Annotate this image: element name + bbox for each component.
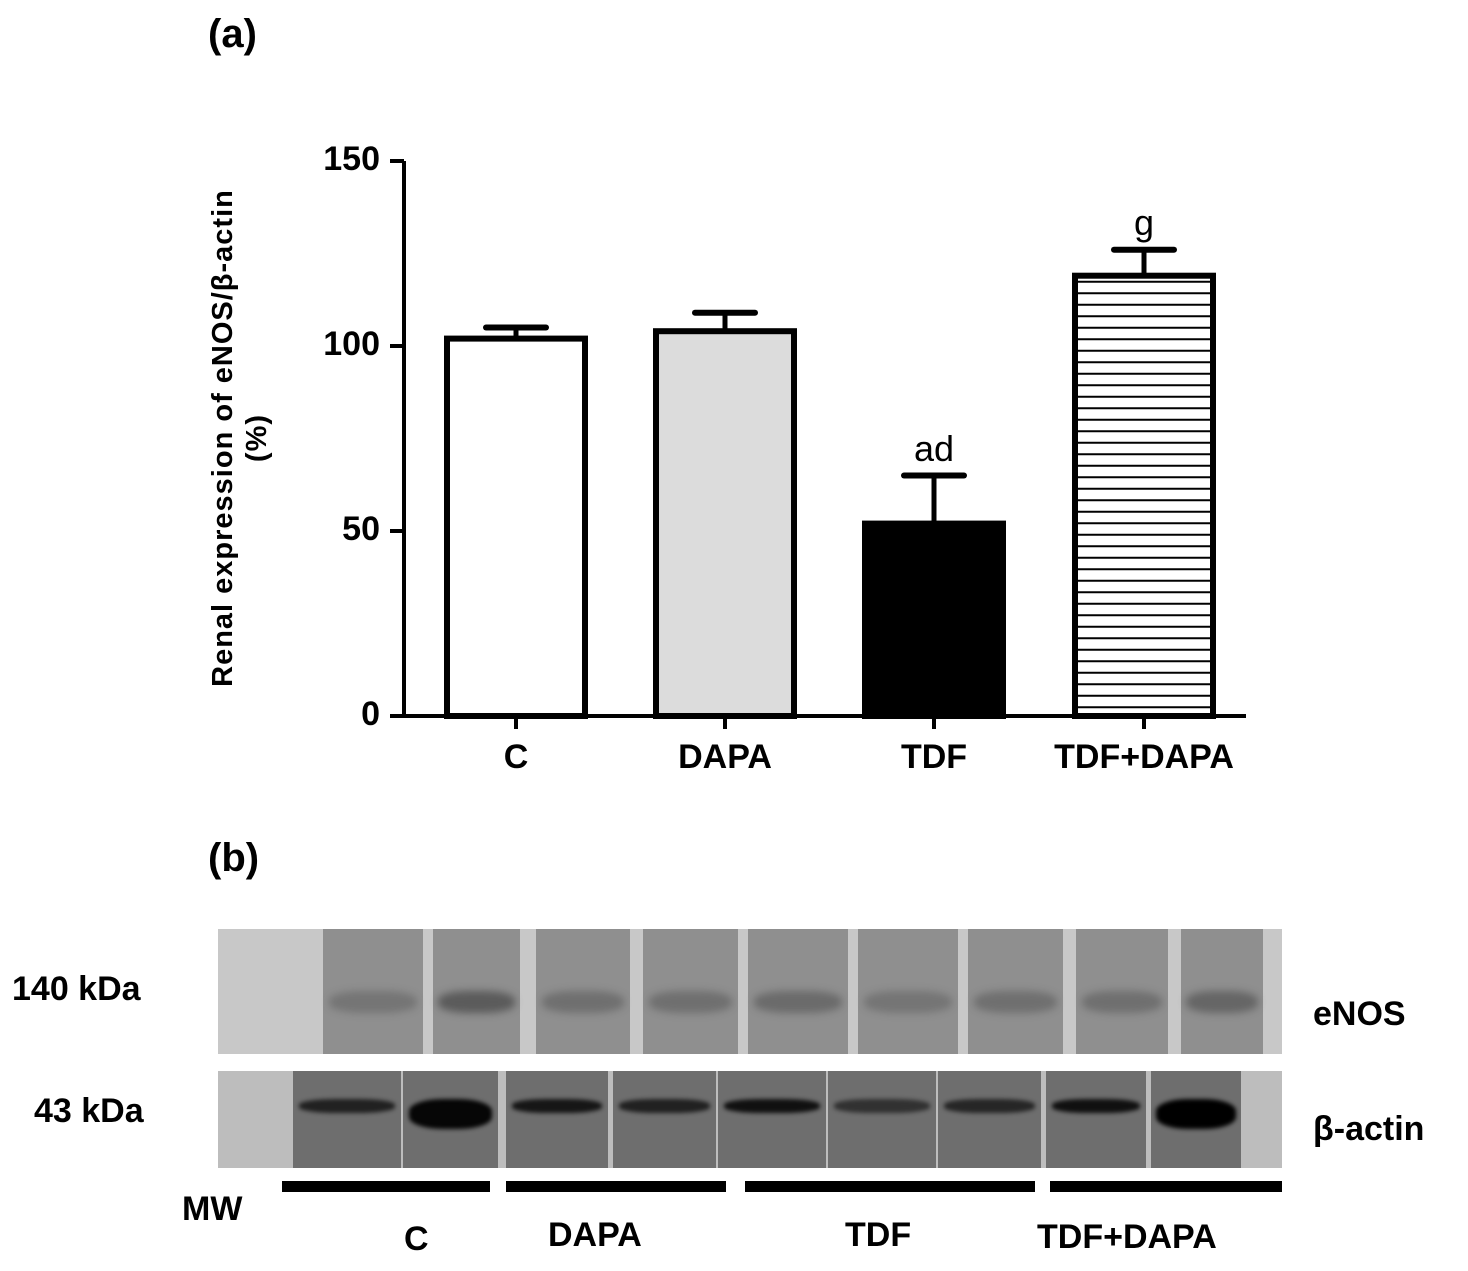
y-tick-150: 150: [323, 140, 380, 178]
blot-lane: [536, 929, 630, 1054]
blot-lane: [403, 1071, 498, 1168]
blot-lane: [1181, 929, 1263, 1054]
bar-dapa: [653, 328, 797, 719]
y-tick-50: 50: [342, 510, 380, 548]
mw-lane-label: MW: [182, 1190, 243, 1228]
protein-band: [724, 1099, 820, 1113]
x-label-dapa: DAPA: [678, 738, 772, 776]
blot-lane: [323, 929, 423, 1054]
bar-tdf: [862, 520, 1006, 719]
protein-band: [864, 991, 952, 1013]
mw-label-43kda: 43 kDa: [34, 1092, 144, 1130]
bar-c: [444, 335, 588, 719]
protein-band: [408, 1099, 493, 1129]
y-tick-0: 0: [361, 695, 380, 733]
protein-band: [944, 1099, 1035, 1113]
group-bar-dapa: [506, 1181, 726, 1192]
significance-label-tdf: ad: [913, 427, 955, 469]
x-label-tdf: TDF: [900, 738, 968, 776]
blot-lane: [293, 1071, 401, 1168]
protein-band: [1156, 1099, 1236, 1129]
protein-band: [299, 1099, 395, 1113]
blot-lane: [938, 1071, 1041, 1168]
protein-band: [541, 991, 625, 1013]
blot-lane: [1151, 1071, 1241, 1168]
blot-group-label-c: C: [404, 1220, 429, 1258]
protein-band: [1052, 1099, 1140, 1113]
protein-band: [648, 991, 733, 1013]
western-blot-enos: [218, 929, 1282, 1054]
protein-band: [754, 991, 842, 1013]
blot-lane: [643, 929, 738, 1054]
x-label-tdf-dapa: TDF+DAPA: [1054, 738, 1234, 776]
group-bar-c: [282, 1181, 490, 1192]
blot-lane: [506, 1071, 608, 1168]
blot-lane: [1076, 929, 1168, 1054]
blot-lane: [748, 929, 848, 1054]
blot-group-label-dapa: DAPA: [548, 1216, 642, 1254]
blot-lane: [828, 1071, 936, 1168]
protein-band: [619, 1099, 710, 1113]
group-bar-tdf: [745, 1181, 1035, 1192]
blot-lane: [718, 1071, 826, 1168]
protein-band: [973, 991, 1058, 1013]
group-bar-tdf-dapa: [1050, 1181, 1282, 1192]
panel-b-label: (b): [208, 836, 260, 880]
protein-label-beta-actin: β-actin: [1313, 1110, 1425, 1148]
protein-band: [1185, 991, 1259, 1013]
significance-label-tdf-dapa: g: [1133, 201, 1155, 243]
bar-tdf-dapa: [1072, 272, 1216, 719]
x-label-c: C: [503, 738, 529, 776]
bar-chart: [390, 159, 1246, 729]
panel-a-label: (a): [208, 12, 257, 56]
protein-band: [512, 1099, 602, 1113]
blot-group-label-tdf: TDF: [845, 1216, 912, 1254]
y-tick-100: 100: [323, 325, 380, 363]
blot-lane: [433, 929, 520, 1054]
blot-lane: [613, 1071, 716, 1168]
blot-lane: [968, 929, 1063, 1054]
blot-lane: [1046, 1071, 1146, 1168]
protein-band: [329, 991, 417, 1013]
western-blot-beta-actin: [218, 1071, 1282, 1168]
protein-band: [1081, 991, 1163, 1013]
protein-band: [834, 1099, 930, 1113]
mw-label-140kda: 140 kDa: [12, 970, 141, 1008]
protein-band: [438, 991, 515, 1013]
protein-label-enos: eNOS: [1313, 995, 1406, 1033]
blot-group-label-tdf-dapa: TDF+DAPA: [1037, 1218, 1217, 1256]
blot-lane: [858, 929, 958, 1054]
